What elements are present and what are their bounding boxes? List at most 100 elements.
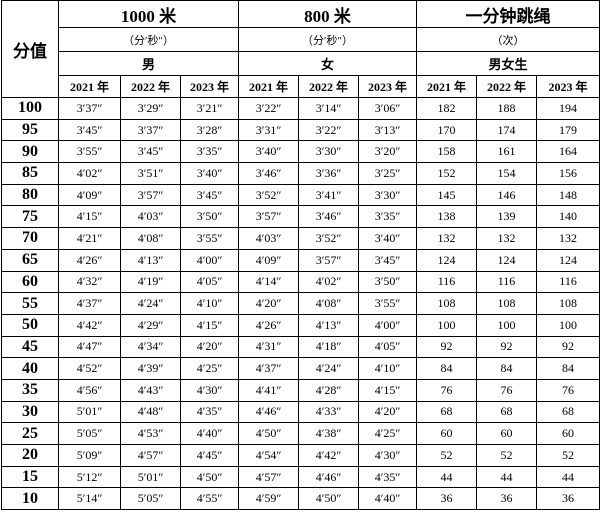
value-cell: 4′13″: [120, 248, 181, 272]
value-cell: 52: [536, 444, 600, 467]
table-row: 60 4′32″ 4′19″ 4′05″ 4′14″ 4′02″ 3′50″ 116 116 11…: [1, 270, 600, 294]
value-cell: 76: [536, 378, 600, 402]
value-cell: 4′19″: [120, 270, 181, 294]
value-cell: 3′45″: [180, 183, 239, 207]
value-cell: 3′46″: [298, 205, 359, 229]
year-header: 2021 年: [416, 75, 478, 98]
value-cell: 3′57″: [298, 248, 359, 272]
value-cell: 3′35″: [180, 140, 239, 164]
value-cell: 4′15″: [180, 313, 239, 337]
value-cell: 116: [536, 270, 600, 294]
value-cell: 4′40″: [357, 487, 418, 511]
value-cell: 140: [536, 205, 600, 229]
value-cell: 92: [476, 335, 538, 359]
value-cell: 3′40″: [180, 162, 239, 185]
value-cell: 4′52″: [58, 357, 121, 380]
value-cell: 3′55″: [357, 292, 418, 315]
value-cell: 5′14″: [58, 487, 121, 511]
value-cell: 145: [416, 183, 478, 207]
value-cell: 194: [536, 97, 600, 120]
score-cell: 75: [1, 205, 59, 229]
value-cell: 124: [476, 248, 538, 272]
value-cell: 5′05″: [58, 422, 121, 445]
score-cell: 50: [1, 313, 59, 337]
score-cell: 80: [1, 183, 59, 207]
group-unit: （分′秒″）: [237, 27, 418, 52]
value-cell: 4′55″: [180, 487, 239, 511]
value-cell: 4′30″: [357, 444, 418, 467]
value-cell: 36: [476, 487, 538, 511]
value-cell: 174: [476, 118, 538, 142]
value-cell: 3′50″: [357, 270, 418, 294]
value-cell: 3′21″: [180, 97, 239, 120]
table-row: 75 4′15″ 4′03″ 3′50″ 3′57″ 3′46″ 3′35″ 138 139 14…: [1, 205, 600, 229]
value-cell: 4′35″: [357, 465, 418, 489]
value-cell: 4′26″: [238, 313, 299, 337]
value-cell: 4′53″: [120, 422, 181, 445]
value-cell: 4′02″: [58, 162, 121, 185]
year-header: 2022 年: [298, 75, 359, 98]
value-cell: 3′57″: [120, 183, 181, 207]
score-cell: 35: [1, 378, 59, 402]
value-cell: 4′45″: [180, 444, 239, 467]
value-cell: 3′46″: [238, 162, 299, 185]
value-cell: 132: [476, 227, 538, 250]
value-cell: 4′00″: [180, 248, 239, 272]
table-row: 20 5′09″ 4′57″ 4′45″ 4′54″ 4′42″ 4′30″ 52 52 52: [1, 444, 600, 467]
value-cell: 4′28″: [298, 378, 359, 402]
value-cell: 4′48″: [120, 400, 181, 424]
value-cell: 5′01″: [120, 465, 181, 489]
table-row: 50 4′42″ 4′29″ 4′15″ 4′26″ 4′13″ 4′00″ 100 100 10…: [1, 313, 600, 337]
value-cell: 4′46″: [238, 400, 299, 424]
value-cell: 52: [416, 444, 478, 467]
score-cell: 100: [1, 97, 59, 120]
value-cell: 3′55″: [58, 140, 121, 164]
table-row: 70 4′21″ 4′08″ 3′55″ 4′03″ 3′52″ 3′40″ 132 132 13…: [1, 227, 600, 250]
value-cell: 4′05″: [357, 335, 418, 359]
value-cell: 68: [536, 400, 600, 424]
header-row: 分值 1000 米 800 米一分钟跳绳: [1, 0, 600, 98]
value-cell: 4′03″: [120, 205, 181, 229]
value-cell: 100: [536, 313, 600, 337]
value-cell: 3′06″: [357, 97, 418, 120]
value-cell: 4′21″: [58, 227, 121, 250]
table-row: 100 3′37″ 3′29″ 3′21″ 3′22″ 3′14″ 3′06″ 182 188 1…: [1, 97, 600, 120]
group-gender: 男女生: [416, 51, 600, 76]
value-cell: 138: [416, 205, 478, 229]
value-cell: 3′25″: [357, 162, 418, 185]
value-cell: 3′55″: [180, 227, 239, 250]
value-cell: 4′05″: [180, 270, 239, 294]
table-header: 分值 1000 米 800 米一分钟跳绳 （分′秒″） （分′秒″） （次）男女男女生 20…: [1, 0, 600, 98]
value-cell: 44: [536, 465, 600, 489]
value-cell: 4′33″: [298, 400, 359, 424]
value-cell: 188: [476, 97, 538, 120]
score-cell: 20: [1, 444, 59, 467]
value-cell: 4′39″: [120, 357, 181, 380]
group-name: 800 米: [237, 0, 418, 28]
value-cell: 4′59″: [238, 487, 299, 511]
score-cell: 65: [1, 248, 59, 272]
year-header: 2023 年: [180, 75, 239, 98]
value-cell: 3′37″: [58, 97, 121, 120]
value-cell: 3′50″: [180, 205, 239, 229]
group-name: 1000 米: [58, 0, 239, 28]
value-cell: 4′54″: [238, 444, 299, 467]
value-cell: 116: [476, 270, 538, 294]
value-cell: 4′38″: [298, 422, 359, 445]
value-cell: 3′20″: [357, 140, 418, 164]
value-cell: 60: [476, 422, 538, 445]
score-cell: 45: [1, 335, 59, 359]
score-cell: 55: [1, 292, 59, 315]
score-cell: 40: [1, 357, 59, 380]
value-cell: 4′20″: [238, 292, 299, 315]
value-cell: 3′40″: [238, 140, 299, 164]
value-cell: 4′08″: [298, 292, 359, 315]
header-row: 男女男女生: [2, 51, 600, 76]
table-row: 15 5′12″ 5′01″ 4′50″ 4′57″ 4′46″ 4′35″ 44 44 44: [1, 465, 600, 489]
value-cell: 4′24″: [120, 292, 181, 315]
value-cell: 4′10″: [180, 292, 239, 315]
value-cell: 4′00″: [357, 313, 418, 337]
header-row: （分′秒″） （分′秒″） （次）: [2, 27, 600, 52]
score-cell: 95: [1, 118, 59, 142]
